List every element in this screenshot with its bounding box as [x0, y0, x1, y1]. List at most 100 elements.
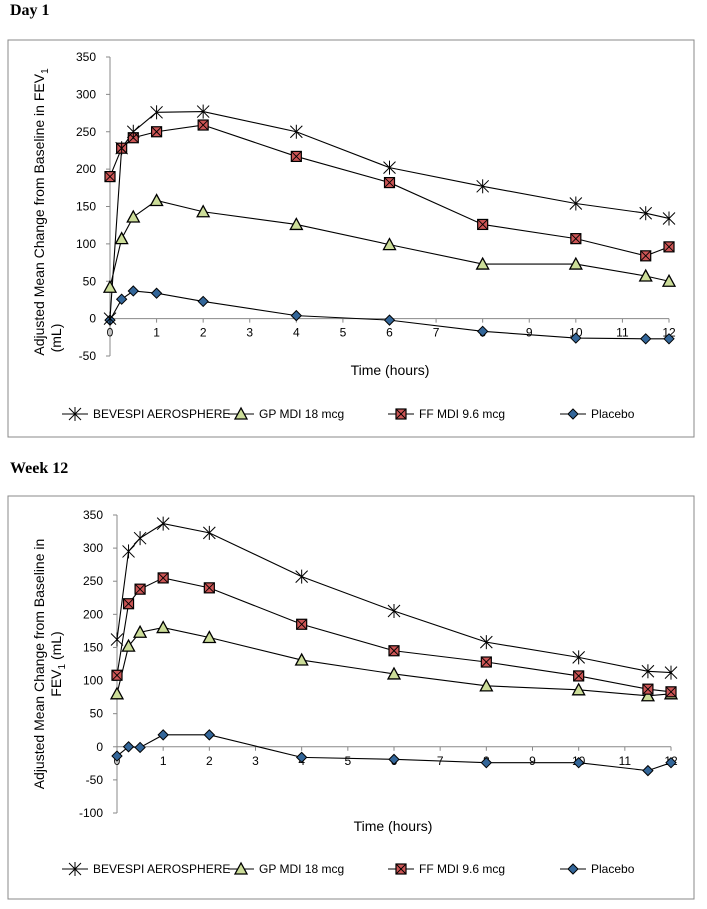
day1-point-bevespi [662, 211, 676, 226]
week12-point-bevespi [295, 569, 309, 584]
week12-point-gp [294, 652, 309, 666]
week12-point-placebo [203, 729, 216, 741]
svg-text:FEV1 (mL): FEV1 (mL) [48, 631, 68, 696]
week12-y-tick-label: -100 [79, 806, 103, 820]
day1-point-ff [104, 171, 116, 183]
day1-legend-label-placebo: Placebo [591, 407, 635, 421]
day1-point-bevespi [639, 206, 653, 221]
day1-point-ff [290, 150, 302, 163]
svg-text:Adjusted Mean Change from Base: Adjusted Mean Change from Baseline in [31, 539, 47, 790]
week12-point-gp [121, 638, 136, 652]
day1-point-gp [568, 256, 583, 270]
week12-chart-frame [7, 495, 695, 900]
day1-point-gp [661, 273, 677, 287]
day1-point-bevespi [383, 160, 396, 175]
day1-x-tick-label: 5 [340, 326, 347, 340]
week12-point-placebo [480, 756, 493, 769]
day1-point-placebo [640, 333, 652, 345]
week12-point-placebo [572, 756, 585, 769]
day1-point-gp [196, 204, 211, 218]
day1-chart: 350300250200150100500-500123456789101112… [7, 39, 695, 438]
week12-y-tick-label: -50 [86, 773, 104, 787]
week12-point-placebo [111, 750, 123, 762]
day1-point-placebo [383, 314, 396, 326]
day1-y-tick-label: 300 [76, 87, 96, 101]
day1-legend-label-ff: FF MDI 9.6 mcg [419, 407, 505, 421]
day1-point-gp [114, 231, 129, 245]
day1-y-tick-label: -50 [79, 349, 97, 363]
day1-x-tick-label: 9 [526, 326, 533, 340]
day1-point-bevespi [103, 311, 117, 326]
day1-legend-label-bevespi: BEVESPI AEROSPHERE [93, 407, 230, 421]
day1-point-gp [102, 279, 118, 293]
week12-y-tick-label: 0 [96, 740, 103, 754]
day1-x-tick-label: 12 [662, 326, 676, 340]
week12-point-gp [571, 682, 586, 696]
week12-legend-label-bevespi: BEVESPI AEROSPHERE [93, 862, 230, 876]
day1-x-tick-label: 3 [246, 326, 253, 340]
week12-point-bevespi [572, 650, 586, 665]
day1-chart-frame [7, 39, 695, 438]
day1-point-gp [149, 193, 164, 207]
day1-point-bevespi [196, 104, 210, 119]
day1-heading: Day 1 [10, 2, 50, 19]
day1-point-ff [663, 241, 675, 253]
day1-y-tick-label: 50 [83, 274, 97, 288]
day1-y-tick-label: 350 [76, 50, 96, 64]
week12-point-gp [156, 620, 171, 634]
week12-point-gp [132, 624, 148, 638]
day1-point-bevespi [115, 141, 128, 156]
day1-point-bevespi [476, 179, 490, 194]
day1-point-bevespi [569, 196, 583, 211]
week12-point-placebo [295, 751, 308, 764]
week12-point-ff [134, 583, 146, 595]
week12-legend-marker-bevespi [68, 862, 82, 876]
week12-legend-label-ff: FF MDI 9.6 mcg [419, 862, 505, 876]
day1-point-gp [289, 217, 304, 231]
day1-x-axis-label: Time (hours) [351, 362, 430, 378]
svg-text:(mL): (mL) [48, 324, 64, 353]
day1-point-bevespi [126, 124, 140, 139]
week12-y-axis-label: Adjusted Mean Change from Baseline in FEV… [31, 539, 68, 790]
week12-heading: Week 12 [10, 460, 69, 477]
week12-point-bevespi [122, 544, 135, 559]
day1-point-gp [475, 256, 490, 270]
day1-x-tick-label: 0 [107, 326, 114, 340]
day1-point-placebo [570, 332, 582, 344]
week12-point-ff [573, 670, 585, 682]
day1-point-ff [197, 119, 209, 131]
week12-point-placebo [122, 741, 135, 753]
week12-point-ff [157, 572, 169, 584]
week12-y-tick-label: 250 [83, 574, 103, 588]
day1-point-placebo [476, 325, 489, 338]
day1-point-placebo [197, 295, 209, 308]
day1-point-placebo [290, 309, 303, 322]
day1-point-placebo [150, 287, 163, 299]
week12-point-placebo [134, 741, 146, 754]
week12-point-gp [640, 688, 656, 702]
week12-point-ff [480, 656, 492, 668]
week12-legend-marker-ff [395, 863, 407, 875]
day1-point-gp [638, 268, 653, 282]
week12-point-ff [388, 645, 400, 657]
week12-point-bevespi [479, 635, 493, 650]
day1-x-tick-label: 6 [386, 326, 393, 340]
week12-point-bevespi [110, 632, 124, 647]
svg-text:Adjusted Mean Change from Base: Adjusted Mean Change from Baseline in FE… [31, 68, 51, 356]
week12-point-gp [386, 666, 402, 680]
day1-y-tick-label: 250 [76, 125, 96, 139]
week12-point-ff [111, 669, 123, 681]
week12-point-gp [109, 686, 125, 700]
day1-legend-marker-placebo [567, 408, 579, 420]
week12-y-tick-label: 150 [83, 640, 103, 654]
week12-legend-marker-placebo [567, 863, 579, 875]
week12-point-placebo [665, 756, 677, 769]
week12-point-placebo [388, 753, 400, 766]
day1-point-ff [477, 218, 489, 231]
day1-point-bevespi [289, 124, 303, 139]
week12-y-tick-label: 200 [83, 607, 103, 621]
day1-y-tick-label: 200 [76, 162, 96, 176]
day1-x-tick-label: 2 [200, 326, 207, 340]
week12-point-ff [296, 618, 308, 630]
day1-y-tick-label: 150 [76, 200, 96, 214]
